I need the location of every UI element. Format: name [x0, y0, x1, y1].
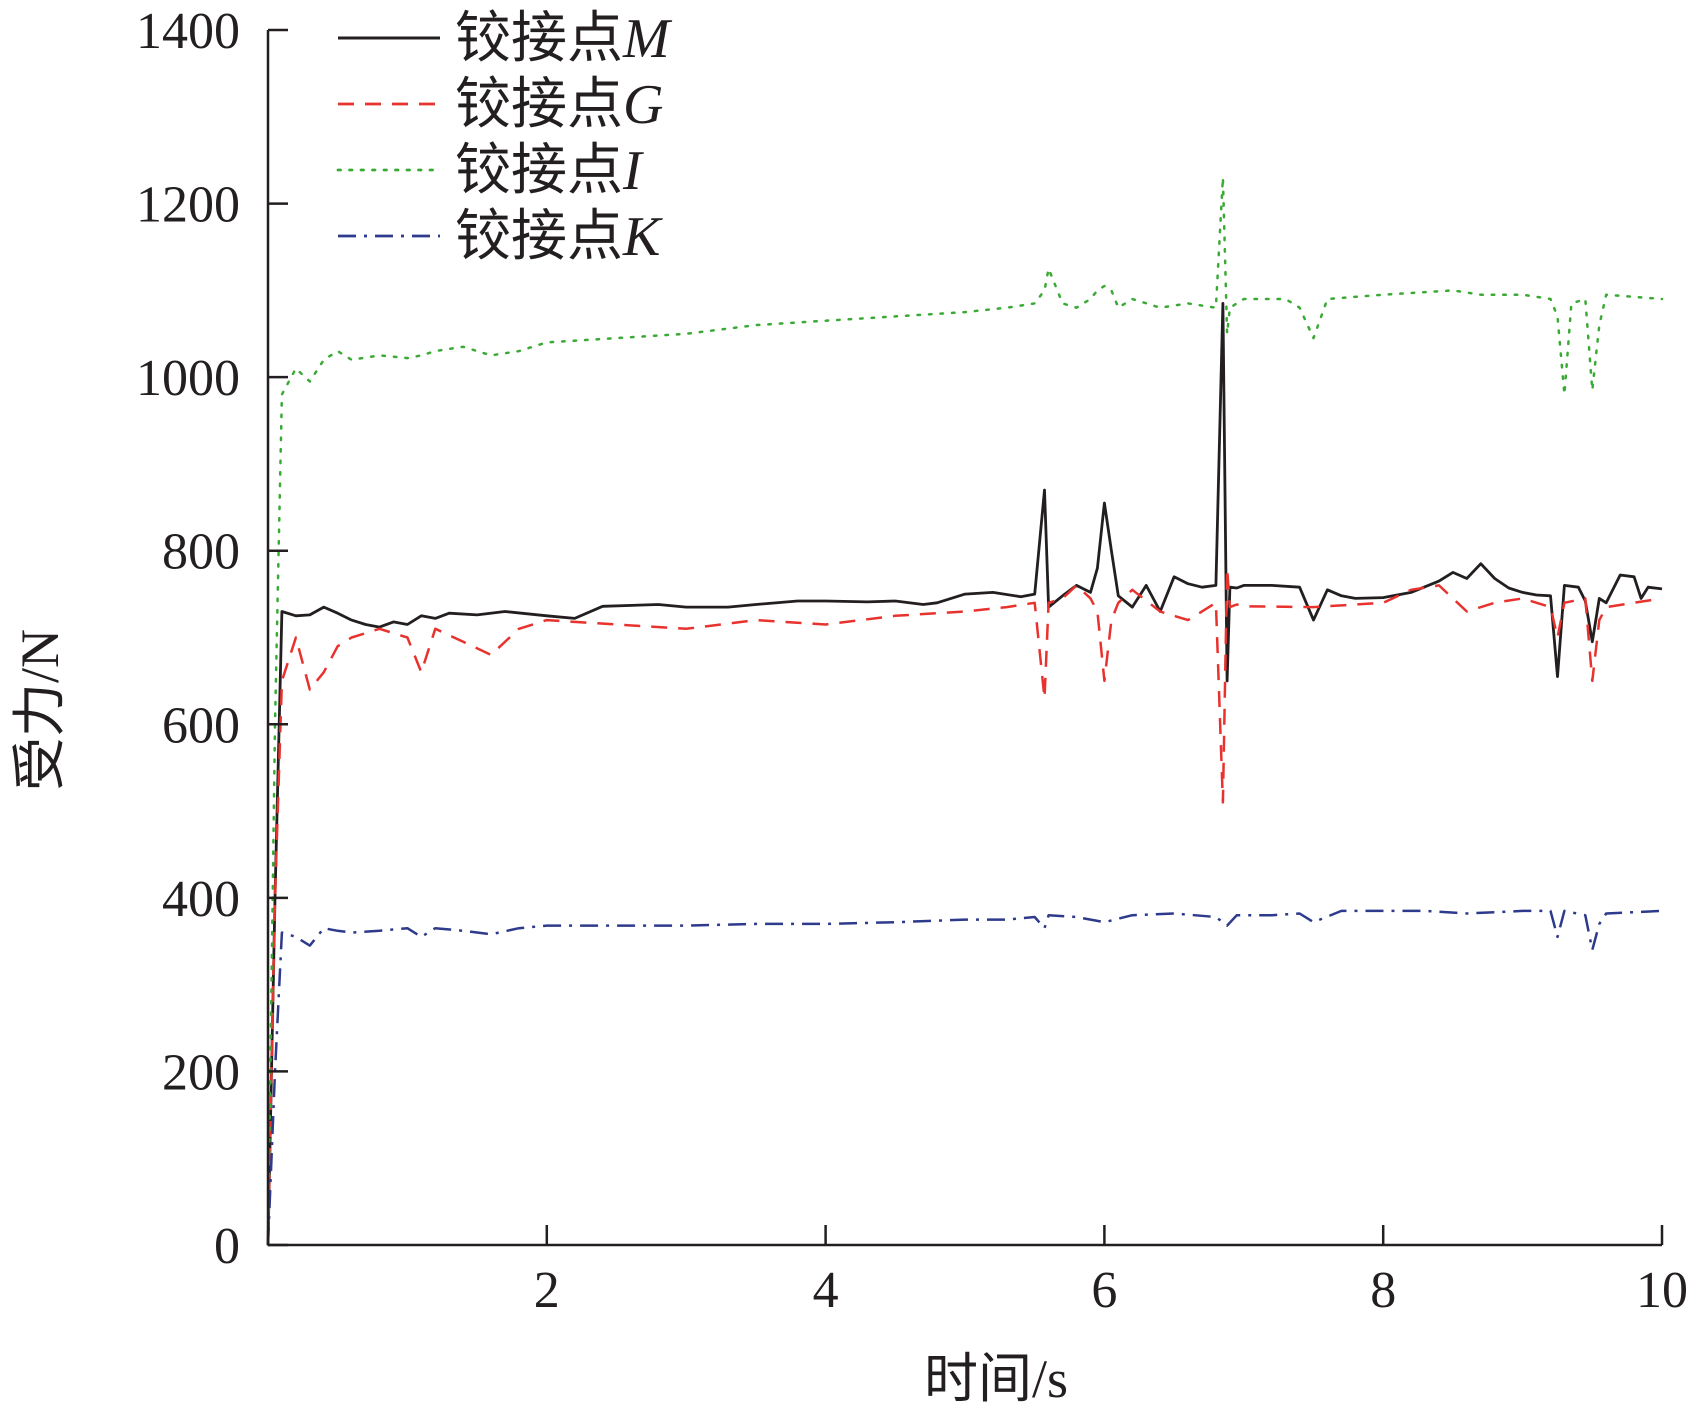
y-tick-label-6: 1200 [136, 177, 240, 234]
y-tick-label-5: 1000 [136, 350, 240, 407]
x-tick-label-0: 2 [534, 1262, 560, 1319]
y-tick-label-4: 800 [162, 524, 240, 581]
series-layer [266, 176, 1664, 1247]
legend-label-I: 铰接点I [455, 140, 644, 202]
legend-label-K: 铰接点K [455, 206, 663, 268]
x-tick-label-1: 4 [813, 1262, 839, 1319]
x-tick-label-3: 8 [1370, 1262, 1396, 1319]
legend-label-M: 铰接点M [455, 8, 673, 70]
series-line-I [266, 176, 1664, 1247]
series-line-K [266, 909, 1663, 1246]
y-tick-label-2: 400 [162, 871, 240, 928]
x-tick-label-4: 10 [1636, 1262, 1688, 1319]
y-tick-label-3: 600 [162, 697, 240, 754]
x-ticks: 2 4 6 8 10 [534, 1225, 1688, 1319]
x-tick-label-2: 6 [1091, 1262, 1117, 1319]
x-axis-label: 时间/s [924, 1349, 1068, 1409]
legend-label-G: 铰接点G [455, 74, 663, 136]
y-ticks: 0 200 400 600 800 1000 1200 1400 [136, 3, 288, 1275]
y-tick-label-0: 0 [214, 1218, 240, 1275]
y-tick-label-1: 200 [162, 1044, 240, 1101]
y-tick-label-7: 1400 [136, 3, 240, 60]
axes: 2 4 6 8 10 0 200 400 600 800 1000 1200 1400 [136, 3, 1688, 1319]
series-line-M [266, 301, 1663, 1246]
y-axis-label: 受力/N [10, 629, 70, 791]
series-line-G [266, 566, 1663, 1246]
